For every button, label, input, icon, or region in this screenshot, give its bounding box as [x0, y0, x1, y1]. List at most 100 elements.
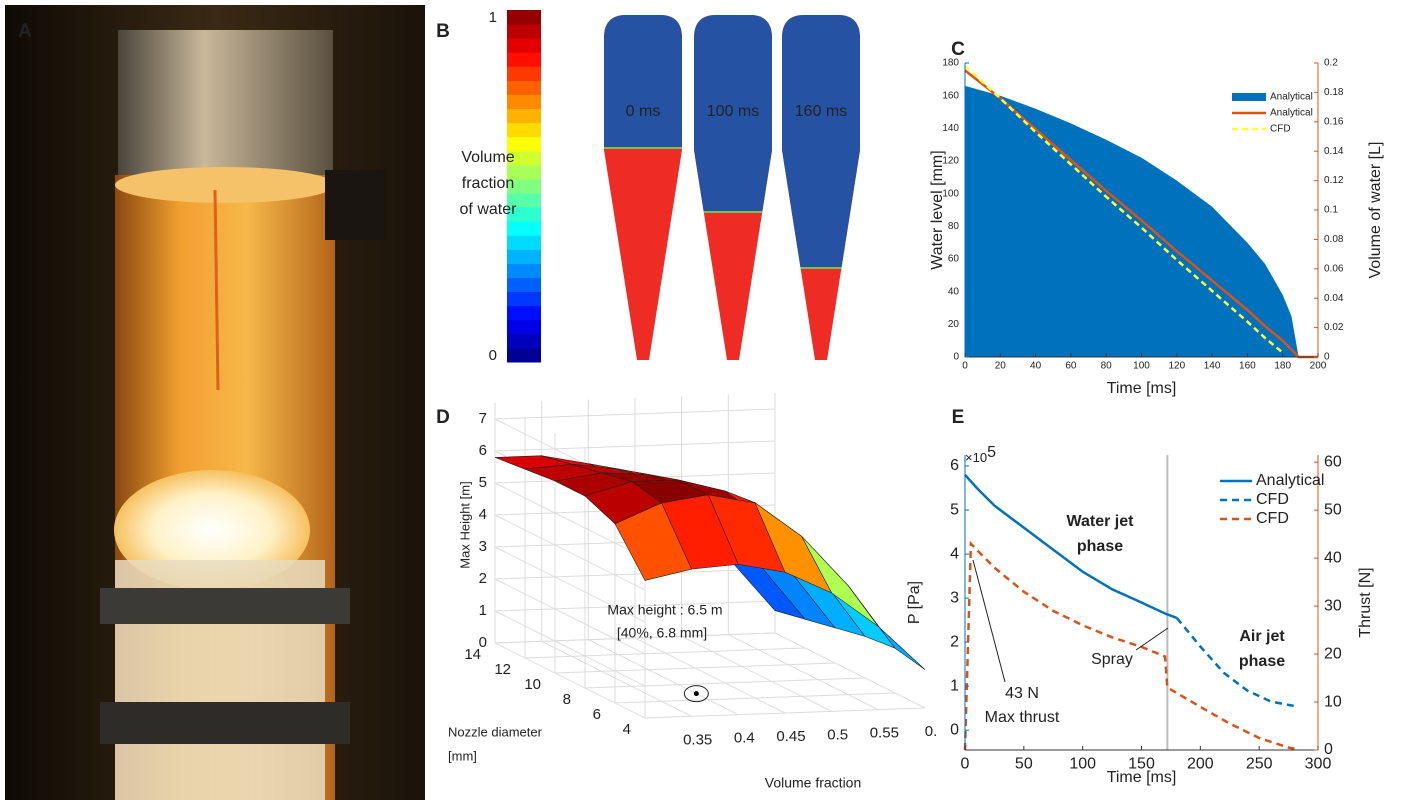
colorbar-swatch: [507, 150, 541, 166]
y2-tick-label: 0: [1324, 741, 1333, 758]
y2-tick-label: 0.02: [1324, 322, 1344, 333]
x-tick-label: 200: [1187, 756, 1214, 773]
colorbar-swatch: [507, 249, 541, 264]
y-tick-label: 5: [950, 501, 959, 518]
z-tick-label: 7: [479, 410, 487, 427]
y-axis-label: P [Pa]: [906, 581, 923, 624]
y2-tick-label: 30: [1324, 597, 1342, 614]
y2-tick-label: 0.08: [1324, 234, 1344, 245]
line: [964, 64, 1284, 354]
colorbar-swatch: [507, 80, 541, 95]
grid-line: [541, 640, 692, 717]
colorbar-swatch: [507, 333, 541, 349]
colorbar-swatch: [507, 207, 541, 222]
grid-line: [494, 482, 646, 559]
y2-tick-label: 20: [1324, 645, 1342, 662]
y-tick-label: 3: [950, 589, 959, 606]
grid-line: [494, 578, 646, 655]
colorbar-swatch: [507, 136, 541, 152]
colorbar-label: Volume: [461, 149, 514, 166]
y2-tick-label: 0.06: [1324, 263, 1344, 274]
x-tick-label: 200: [1310, 361, 1327, 372]
colorbar-swatch: [507, 10, 541, 25]
y2-tick-label: 0.1: [1324, 205, 1338, 216]
y-scale-exponent: 5: [987, 444, 996, 461]
colorbar-swatch: [507, 52, 541, 67]
x-tick-label: 120: [1168, 361, 1185, 372]
colorbar-swatch: [507, 38, 541, 53]
grid-line: [588, 639, 739, 716]
y2-tick-label: 10: [1324, 693, 1342, 710]
y-tick-label: 20: [948, 319, 960, 330]
colorbar-swatch: [507, 178, 541, 194]
grid-line: [774, 632, 926, 709]
annotation: phase: [1077, 538, 1123, 555]
y2-tick-label: 0.2: [1324, 58, 1338, 69]
z-axis-label: Max Height [m]: [457, 481, 472, 568]
air: [604, 15, 682, 148]
colorbar-swatch: [507, 24, 541, 39]
x-tick-label: 60: [1065, 361, 1077, 372]
y-axis-label: Nozzle diameter: [448, 724, 543, 739]
colorbar-swatch: [507, 66, 541, 81]
x-tick-label: 160: [1239, 361, 1256, 372]
x-tick-label: 0: [961, 756, 970, 773]
x-tick-label: 0.: [925, 723, 938, 740]
y-tick-label: 160: [942, 90, 959, 101]
line: [1175, 617, 1295, 708]
y2-tick-label: 0: [1324, 352, 1330, 363]
x-axis-label: Volume fraction: [765, 775, 862, 791]
x-tick-label: 150: [1128, 756, 1155, 773]
panel-label: D: [436, 407, 450, 428]
annotation: Max height : 6.5 m: [607, 602, 722, 618]
colorbar-swatch: [507, 221, 541, 236]
x-axis-label: Time [ms]: [1107, 380, 1177, 397]
annotation: Max thrust: [985, 709, 1060, 726]
colorbar-swatch: [507, 347, 541, 363]
y-tick-label: 10: [524, 676, 541, 693]
x-tick-label: 20: [995, 361, 1007, 372]
line: [964, 473, 1178, 620]
colorbar-swatch: [507, 193, 541, 208]
colorbar-swatch: [507, 164, 541, 180]
legend-label: CFD: [1256, 510, 1289, 527]
colorbar-swatch: [507, 235, 541, 250]
annotation: Spray: [1091, 651, 1133, 668]
surface-patch: [848, 585, 926, 670]
annotation: phase: [1239, 653, 1285, 670]
legend-swatch: [1232, 93, 1266, 101]
peak-point: [693, 691, 699, 697]
y2-tick-label: 50: [1324, 501, 1342, 518]
colorbar-swatch: [507, 108, 541, 124]
y-tick-label: 2: [950, 633, 959, 650]
colorbar-tick-label: 0: [489, 347, 497, 364]
x-tick-label: 0.35: [683, 731, 712, 748]
z-tick-label: 0: [479, 634, 487, 651]
colorbar-swatch: [507, 319, 541, 335]
air: [782, 15, 860, 268]
y-tick-label: 0: [950, 721, 959, 738]
colorbar-label: fraction: [462, 175, 514, 192]
x-tick-label: 300: [1305, 756, 1332, 773]
y-axis-label: [mm]: [448, 748, 477, 763]
grid-line: [494, 514, 646, 591]
y2-axis-label: Volume of water [L]: [1367, 142, 1384, 279]
y2-axis-label: Thrust [N]: [1357, 567, 1374, 637]
annotation-arrow: [1135, 627, 1169, 651]
x-axis-label: Time [ms]: [1107, 769, 1177, 786]
y2-tick-label: 0.14: [1324, 146, 1344, 157]
y2-tick-label: 60: [1324, 453, 1342, 470]
snapshot-label: 100 ms: [707, 103, 759, 120]
annotation: Air jet: [1239, 628, 1285, 645]
y-axis-label: Water level [mm]: [929, 150, 946, 269]
colorbar-swatch: [507, 122, 541, 138]
x-tick-label: 180: [1274, 361, 1291, 372]
colorbar-swatch: [507, 263, 541, 279]
x-tick-label: 50: [1015, 756, 1033, 773]
y-tick-label: 6: [593, 706, 601, 723]
x-tick-label: 80: [1101, 361, 1113, 372]
x-tick-label: 0: [962, 361, 968, 372]
y-tick-label: 6: [950, 457, 959, 474]
colorbar-swatch: [507, 305, 541, 321]
grid-line: [728, 634, 879, 711]
